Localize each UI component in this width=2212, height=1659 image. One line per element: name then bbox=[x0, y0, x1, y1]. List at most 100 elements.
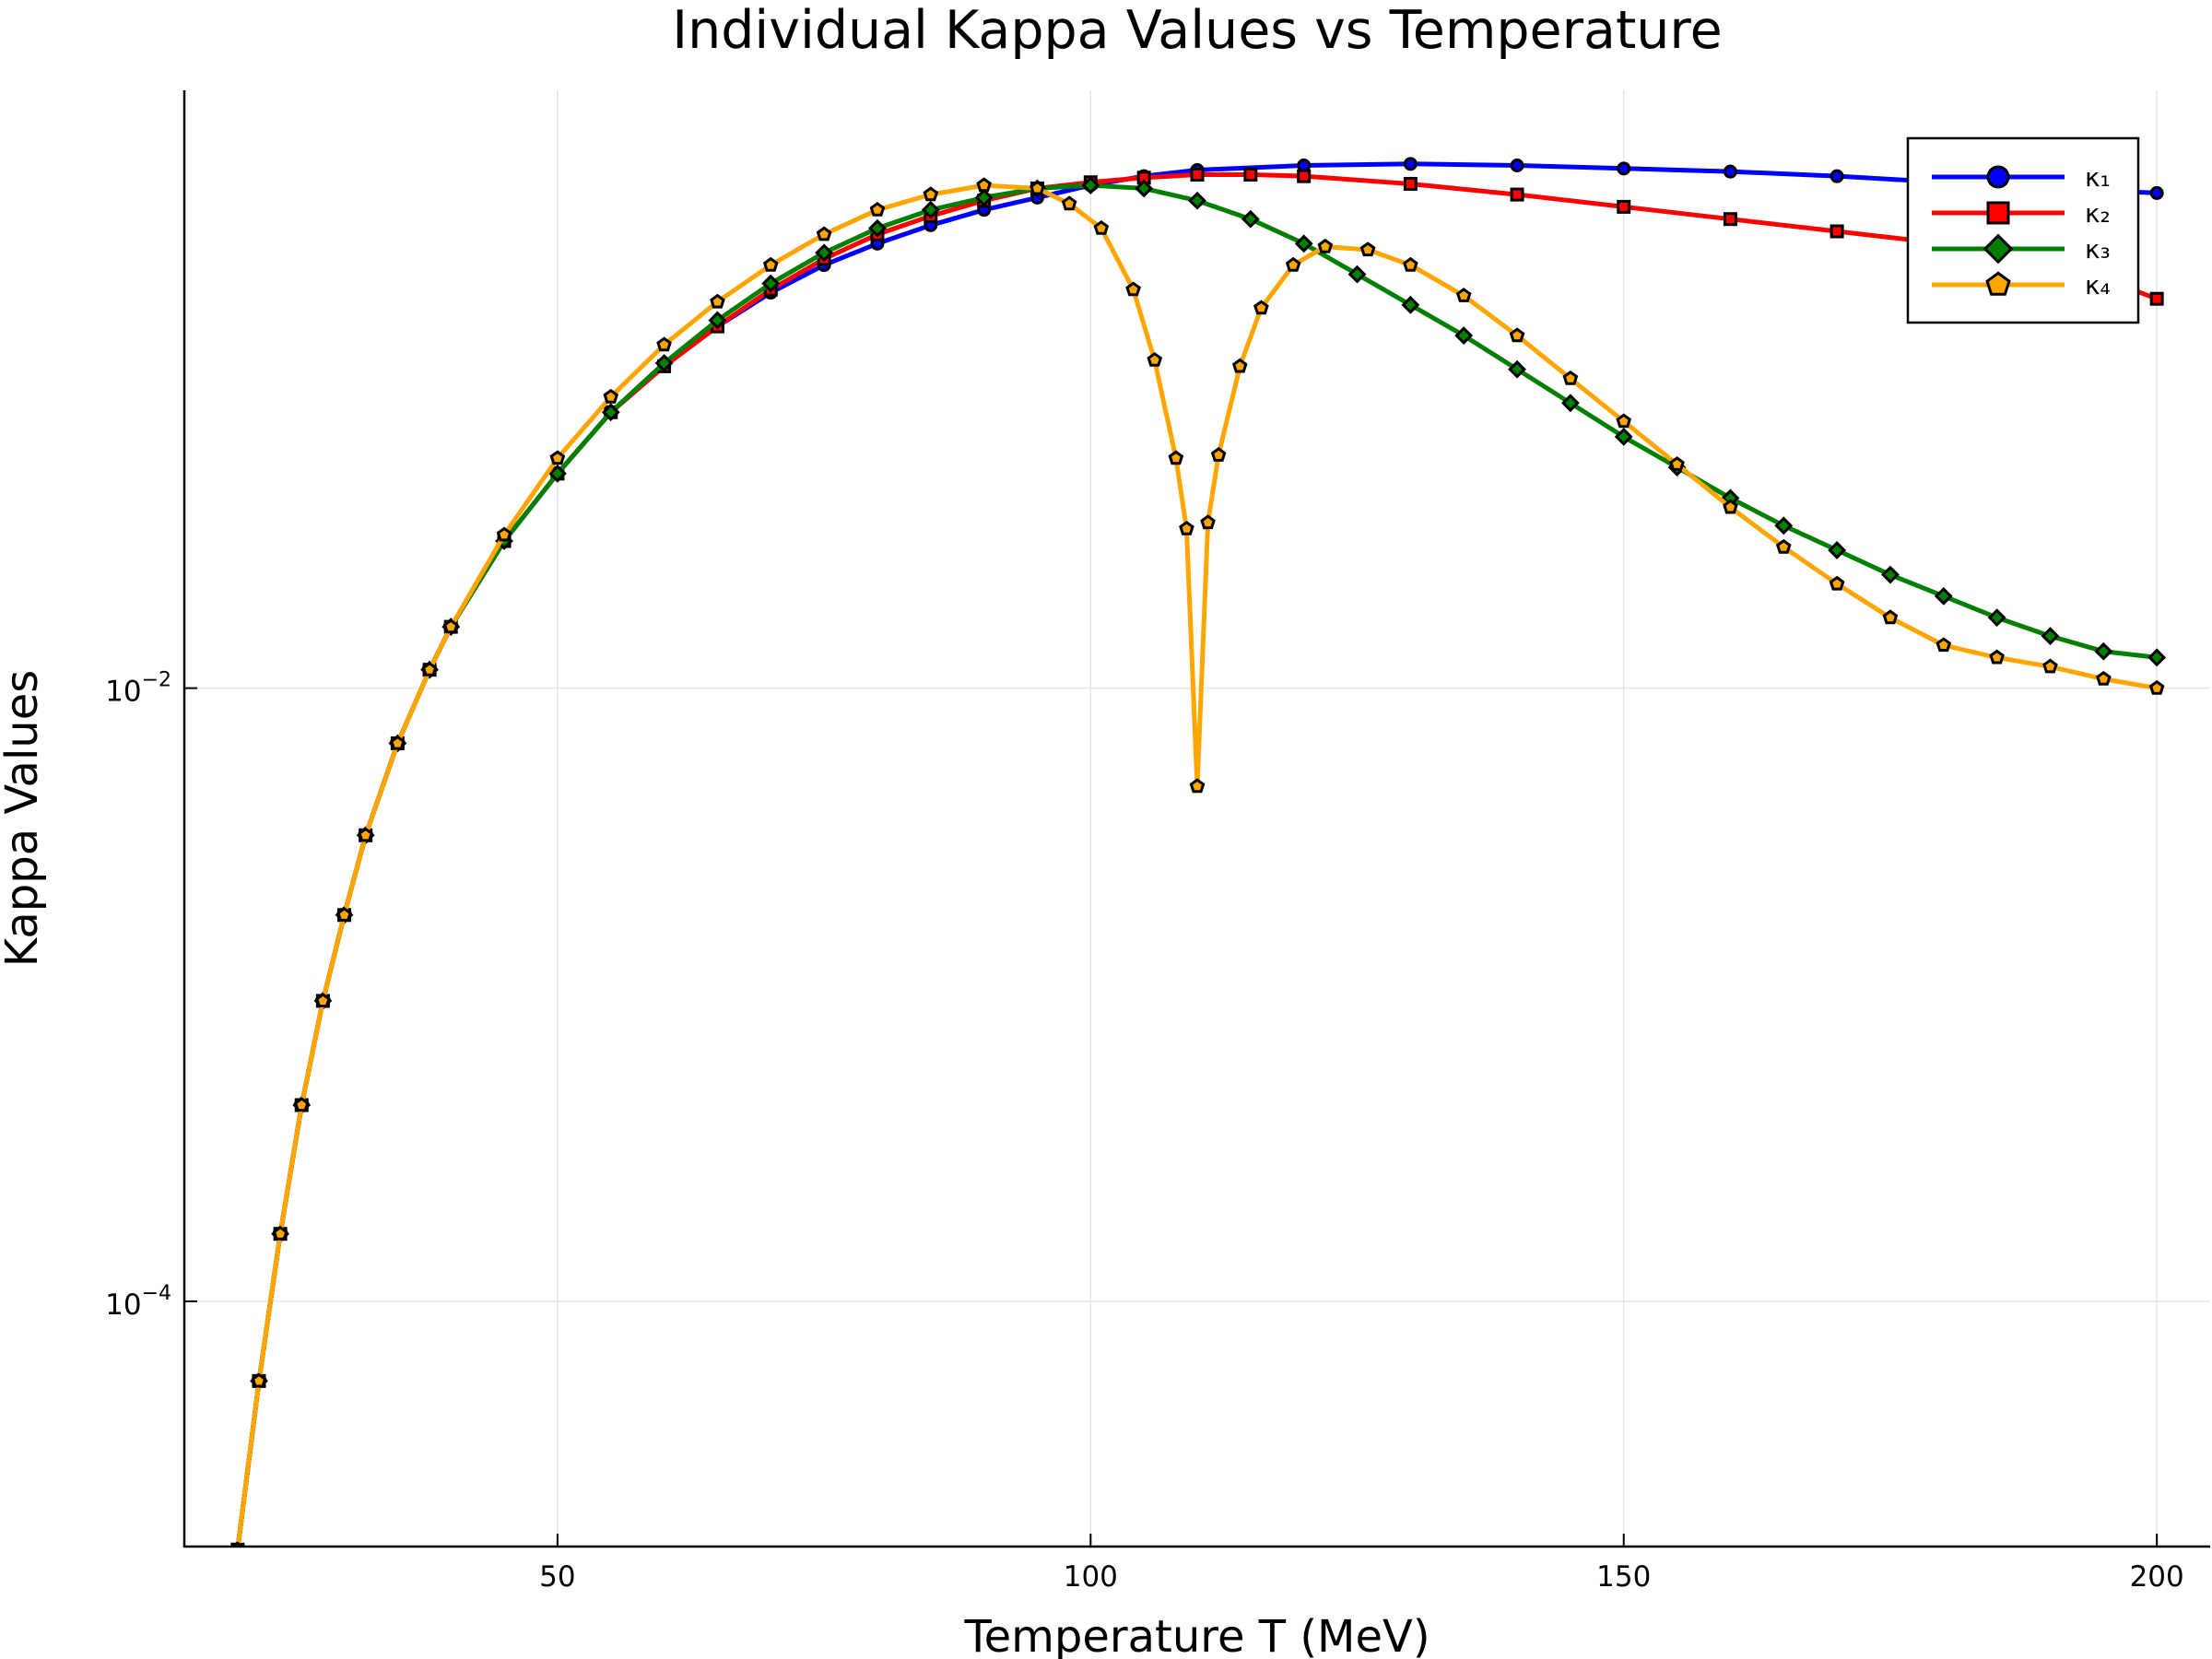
legend-item: κ₄ bbox=[1932, 270, 2111, 300]
x-tick-label: 50 bbox=[539, 1560, 575, 1594]
data-point bbox=[710, 293, 725, 309]
legend-item: κ₁ bbox=[1932, 162, 2111, 193]
x-tick-label: 100 bbox=[1064, 1560, 1118, 1594]
data-point bbox=[1989, 649, 2005, 665]
data-point bbox=[1147, 351, 1163, 367]
data-point bbox=[1285, 256, 1301, 272]
data-point bbox=[1093, 219, 1110, 235]
data-point bbox=[1510, 187, 1524, 202]
data-point bbox=[442, 618, 459, 634]
data-point bbox=[1830, 169, 1844, 183]
data-point bbox=[421, 661, 438, 677]
data-point bbox=[1987, 608, 2006, 628]
tick-labels: 50 100 150 200 10−2 10−4 bbox=[105, 669, 2184, 1594]
chart-title: Individual Kappa Values vs Temperature bbox=[672, 0, 1722, 61]
series-line bbox=[235, 182, 2158, 1547]
legend-box bbox=[1906, 136, 2140, 324]
data-point bbox=[2042, 658, 2058, 674]
legend-item: κ₂ bbox=[1932, 198, 2111, 229]
data-point bbox=[2148, 679, 2165, 695]
data-point bbox=[1347, 265, 1367, 284]
data-point bbox=[654, 354, 674, 372]
x-tick-label: 200 bbox=[2130, 1560, 2184, 1594]
data-point bbox=[1508, 359, 1526, 379]
data-point bbox=[923, 186, 939, 202]
data-point bbox=[976, 177, 992, 193]
legend: κ₁ κ₂ κ₃ κ₄ bbox=[1906, 136, 2140, 324]
data-point bbox=[1401, 295, 1420, 314]
data-point bbox=[815, 243, 834, 263]
legend-label: κ₁ bbox=[2085, 162, 2111, 193]
data-point bbox=[251, 1372, 267, 1388]
data-point bbox=[2041, 627, 2060, 646]
data-point bbox=[1189, 778, 1206, 794]
data-point bbox=[1614, 427, 1633, 446]
data-point bbox=[1775, 538, 1792, 554]
legend-item: κ₃ bbox=[1932, 233, 2111, 265]
data-point bbox=[1403, 176, 1418, 191]
series-2 bbox=[230, 167, 2164, 1547]
data-point bbox=[358, 827, 373, 842]
data-point bbox=[1830, 224, 1844, 239]
data-point bbox=[1190, 167, 1205, 182]
series-4 bbox=[230, 177, 2165, 1547]
data-point bbox=[1986, 201, 2010, 225]
data-point bbox=[1985, 271, 2011, 296]
x-axis-label: Temperature T (MeV) bbox=[963, 1611, 1430, 1659]
data-point bbox=[1455, 288, 1472, 302]
series-line bbox=[235, 161, 2158, 1547]
data-point bbox=[1881, 565, 1900, 584]
data-point bbox=[496, 526, 512, 542]
data-point bbox=[1241, 209, 1260, 229]
data-point bbox=[1135, 179, 1154, 198]
data-point bbox=[1723, 212, 1737, 227]
data-point bbox=[1179, 520, 1194, 535]
data-point bbox=[2096, 670, 2112, 686]
data-point bbox=[1829, 575, 1845, 591]
data-point bbox=[1317, 238, 1334, 253]
series-line bbox=[235, 172, 2159, 1547]
data-point bbox=[1403, 256, 1418, 272]
data-point bbox=[816, 226, 832, 241]
data-point bbox=[1200, 514, 1216, 530]
data-point bbox=[1616, 413, 1632, 429]
grid bbox=[184, 90, 2210, 1547]
data-point bbox=[1297, 169, 1312, 183]
data-point bbox=[601, 403, 620, 422]
data-point bbox=[974, 188, 994, 207]
series-3 bbox=[231, 176, 2167, 1547]
data-point bbox=[1081, 176, 1100, 195]
data-point bbox=[762, 256, 779, 272]
x-tick-label: 150 bbox=[1596, 1560, 1651, 1594]
data-point bbox=[1403, 157, 1418, 171]
data-point bbox=[1617, 161, 1631, 176]
data-point bbox=[1986, 165, 2010, 189]
data-point bbox=[2094, 641, 2113, 661]
y-tick-label: 10−4 bbox=[105, 1282, 171, 1322]
data-point bbox=[1454, 326, 1474, 346]
data-point bbox=[2147, 648, 2167, 667]
data-point bbox=[1210, 447, 1227, 462]
data-point bbox=[1723, 499, 1738, 514]
data-point bbox=[390, 735, 406, 750]
data-point bbox=[1669, 456, 1685, 471]
data-point bbox=[1617, 199, 1631, 214]
data-point bbox=[1294, 234, 1313, 253]
data-point bbox=[1560, 394, 1580, 413]
legend-label: κ₂ bbox=[2085, 198, 2111, 229]
data-point bbox=[1243, 167, 1258, 182]
data-point bbox=[1168, 450, 1184, 465]
data-point bbox=[315, 993, 331, 1007]
data-point bbox=[1774, 516, 1794, 535]
data-point bbox=[868, 218, 887, 238]
legend-label: κ₃ bbox=[2085, 234, 2111, 265]
data-point bbox=[656, 336, 672, 352]
series-1 bbox=[231, 157, 2164, 1547]
data-point bbox=[1125, 281, 1141, 297]
series-line bbox=[235, 182, 2158, 1547]
y-axis-label: Kappa Values bbox=[0, 670, 48, 967]
data-point bbox=[869, 201, 886, 217]
data-point bbox=[230, 1541, 245, 1547]
data-point bbox=[549, 450, 566, 465]
data-point bbox=[293, 1097, 310, 1112]
